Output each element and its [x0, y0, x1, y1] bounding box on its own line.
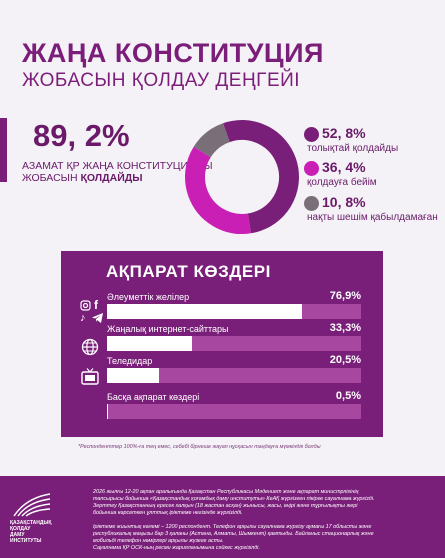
legend-dot-1 — [304, 127, 319, 142]
footer-line-2: тапсырысы бойынша «Қазақстандық қоғамдық… — [93, 496, 375, 502]
footer-line-6: Іріктеме жиынтық көлемі – 1200 респонден… — [93, 524, 372, 530]
source-label-1: Әлеуметтік желілер — [107, 292, 190, 302]
legend-value-3: 10, 8% — [322, 194, 366, 210]
sources-title: АҚПАРАТ КӨЗДЕРІ — [106, 262, 271, 281]
kpi-label-2a: ЖОБАСЫН — [22, 172, 81, 184]
footer-line-8: мобильді телефон нөмірлері арқылы жүзеге… — [93, 538, 224, 544]
donut-chart — [185, 120, 299, 234]
legend-label-2: қолдауға бейім — [307, 177, 377, 188]
kpi-value: 89, 2% — [33, 118, 130, 153]
footnote: *Респонденттер 100%-ға тең емес, себебі … — [78, 444, 321, 450]
footer-line-7: республикалық маңызы бар 3 қаланы (Астан… — [93, 531, 374, 537]
footer — [0, 476, 445, 558]
source-bar-fill-1 — [107, 304, 303, 319]
logo-line-1: ҚАЗАҚСТАНДЫҚ — [10, 520, 52, 526]
kpi-label-1: АЗАМАТ ҚР ЖАҢА КОНСТИТУЦИЯСЫ — [22, 160, 213, 172]
legend-label-1: толықтай қолдайды — [307, 143, 399, 154]
source-bar-track-4 — [107, 404, 361, 419]
tv-icon — [81, 368, 99, 385]
source-bar-fill-3 — [107, 368, 160, 383]
institute-logo-icon — [13, 493, 51, 517]
donut-slice-1 — [185, 120, 299, 234]
footer-line-4: бойынша көрсеткен ұлттық іріктеме негізі… — [93, 510, 243, 516]
footer-line-9: Сауалнама ҚР ОСК-ның ресми жарияланымына… — [93, 545, 260, 551]
logo-line-4: ИНСТИТУТЫ — [10, 538, 42, 544]
kpi-label-2: ЖОБАСЫН ҚОЛДАЙДЫ — [22, 172, 143, 184]
kpi-accent-bar — [0, 118, 7, 182]
donut-slice-2 — [185, 120, 299, 234]
source-value-2: 33,3% — [329, 322, 361, 334]
source-value-3: 20,5% — [329, 354, 361, 366]
source-bar-fill-2 — [107, 336, 192, 351]
legend-label-3: нақты шешім қабылдамаған — [307, 212, 438, 223]
footer-line-1: 2026 жылғы 12-20 ақпан аралығында Қазақс… — [93, 489, 359, 495]
source-label-3: Теледидар — [107, 356, 153, 366]
logo-line-3: ДАМУ — [10, 532, 25, 538]
source-value-4: 0,5% — [335, 390, 361, 402]
source-label-4: Басқа ақпарат көздері — [107, 392, 200, 402]
footer-line-3: Зерттеу Қазақстанның ересек халқын (18 ж… — [93, 503, 358, 509]
tiktok-icon: ♪ — [80, 312, 86, 324]
logo-line-2: ҚОЛДАУ — [10, 526, 31, 532]
facebook-icon: f — [94, 298, 98, 312]
title-line-1: ЖАҢА КОНСТИТУЦИЯ — [22, 38, 324, 68]
instagram-icon — [80, 300, 91, 311]
kpi-label-2b: ҚОЛДАЙДЫ — [80, 172, 143, 184]
source-bar-fill-4 — [107, 404, 109, 419]
source-label-2: Жаңалық интернет-сайттары — [107, 324, 229, 334]
source-bar-track-3 — [107, 368, 361, 383]
source-value-1: 76,9% — [329, 290, 361, 302]
globe-icon — [81, 338, 99, 356]
legend-dot-2 — [304, 161, 319, 176]
legend-value-2: 36, 4% — [322, 159, 366, 175]
legend-value-1: 52, 8% — [322, 125, 366, 141]
legend-dot-3 — [304, 196, 319, 211]
title-line-2: ЖОБАСЫН ҚОЛДАУ ДЕҢГЕЙІ — [22, 70, 301, 91]
telegram-icon — [92, 313, 103, 323]
